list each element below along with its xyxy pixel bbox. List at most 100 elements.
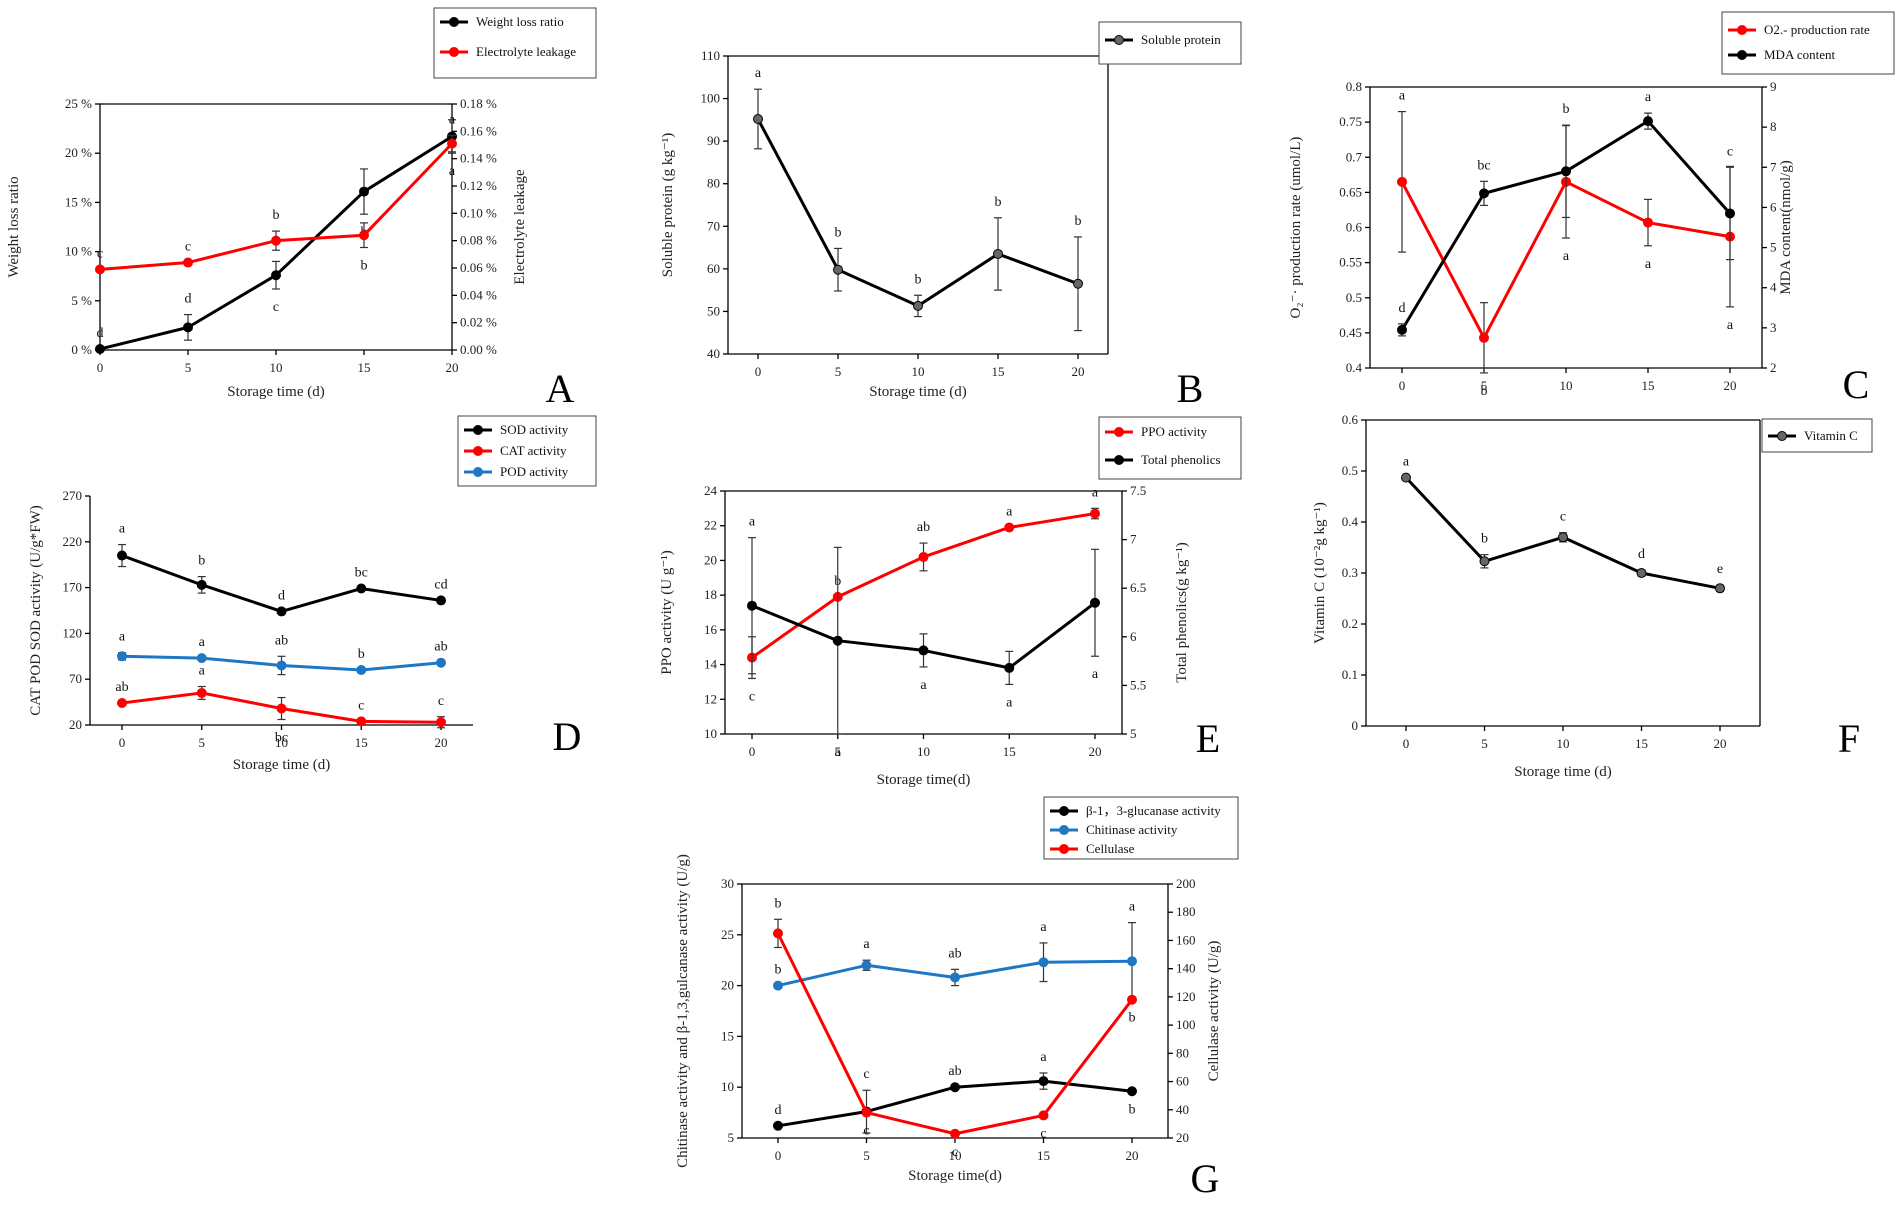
y2-tick-label: 7.5 [1130,483,1146,498]
legend-label: SOD activity [500,422,569,437]
x-tick-label: 20 [1724,378,1737,393]
y2-tick-label: 5 [1130,726,1137,741]
y2-tick-label: 6 [1770,199,1777,214]
data-point [1397,324,1407,335]
legend-label: Weight loss ratio [476,14,564,29]
y-tick-label: 12 [704,691,717,706]
data-point [196,579,207,590]
legend-label: Chitinase activity [1086,822,1178,837]
y-tick-label: 15 % [65,194,92,209]
panel-label: E [1196,716,1220,761]
y2-tick-label: 0.06 % [460,260,497,275]
y-tick-label: 0.7 [1346,149,1363,164]
significance-letter: b [198,554,205,569]
significance-letter: a [1645,90,1652,105]
panel-label: B [1177,366,1204,411]
data-point [183,257,193,268]
significance-letter: c [273,300,279,315]
y-tick-label: 120 [63,625,83,640]
y-tick-label: 20 [704,552,717,567]
y-tick-label: 15 [721,1028,734,1043]
significance-letter: a [1006,504,1013,519]
panel-a: 0 5 10 15 20 0 % 5 % 10 % 15 % 20 % 25 % 0.00 % 0.02… [6,7,597,411]
x-tick-label: 0 [775,1148,782,1163]
y-tick-label: 0.45 [1339,325,1362,340]
y2-tick-label: 0.02 % [460,315,497,330]
legend-swatch-marker [1114,35,1124,45]
significance-letter: d [1638,547,1645,562]
significance-letter: c [1040,1126,1046,1141]
data-point [436,717,446,728]
legend-label: Total phenolics [1141,452,1221,467]
data-point [436,595,446,606]
data-point [753,114,763,125]
data-point [950,972,960,983]
legend-swatch-marker [449,47,459,57]
x-tick-label: 0 [755,364,762,379]
data-point [271,235,281,246]
legend-swatch-marker [1737,50,1747,60]
y-axis-title: Chitinase activity and β-1,3,gulcanase a… [675,854,691,1168]
data-point [1479,188,1489,199]
y-tick-label: 90 [707,133,720,148]
y2-tick-label: 7 [1770,159,1777,174]
panel-label: G [1191,1156,1220,1201]
data-point [359,186,369,197]
x-tick-label: 10 [275,735,288,750]
data-point [117,550,127,561]
y2-axis-title: Cellulase activity (U/g) [1206,941,1222,1082]
legend-label: Electrolyte leakage [476,44,576,59]
y-tick-label: 0.65 [1339,184,1362,199]
significance-letter: b [1129,1102,1136,1117]
significance-letter: c [185,240,191,255]
legend-label: PPO activity [1141,424,1208,439]
x-tick-label: 10 [1557,736,1570,751]
x-tick-label: 10 [912,364,925,379]
data-point [447,138,457,149]
y2-tick-label: 180 [1176,904,1196,919]
x-tick-label: 5 [863,1148,870,1163]
x-tick-label: 20 [1126,1148,1139,1163]
data-point [833,264,843,275]
significance-letter: b [775,963,782,978]
x-tick-label: 10 [1560,378,1573,393]
y2-tick-label: 0.18 % [460,96,497,111]
legend-swatch-marker [1737,25,1747,35]
y-tick-label: 0.4 [1346,360,1363,375]
x-axis-title: Storage time (d) [1514,764,1611,780]
y-tick-label: 100 [701,91,721,106]
significance-letter: a [1092,485,1099,500]
data-point [276,606,287,617]
legend-label: POD activity [500,464,569,479]
y-tick-label: 20 [69,717,82,732]
y2-tick-label: 60 [1176,1074,1189,1089]
legend-swatch-marker [1777,431,1787,441]
significance-letter: a [1563,249,1570,264]
data-point [993,248,1003,259]
legend-box [433,7,597,79]
y-tick-label: 0 [1352,718,1359,733]
y2-tick-label: 0.04 % [460,287,497,302]
data-point [1558,532,1568,543]
panel-label: C [1843,362,1870,407]
significance-letter: a [1006,695,1013,710]
significance-letter: b [835,225,842,240]
data-point [1127,1086,1137,1097]
series-line [776,932,1134,1136]
data-point [1561,166,1571,177]
significance-letter: c [358,698,364,713]
significance-letter: a [1129,900,1136,915]
y-tick-label: 0 % [71,342,92,357]
data-point [1004,522,1015,533]
y2-axis-title: Total phenolics(g kg⁻¹) [1174,542,1190,683]
significance-letter: b [1481,384,1488,399]
y2-axis-title: Electrolyte leakage [512,169,528,285]
significance-letter: ab [434,640,447,655]
y2-tick-label: 160 [1176,932,1196,947]
y-tick-label: 0.75 [1339,114,1362,129]
data-point [196,653,207,664]
x-tick-label: 20 [446,360,459,375]
panel-c: 0 5 10 15 20 0.4 0.45 0.5 0.55 0.6 0.65 0.7 0.75 0.8 2… [1288,11,1895,407]
x-tick-label: 5 [1481,378,1488,393]
x-tick-label: 20 [1089,744,1102,759]
